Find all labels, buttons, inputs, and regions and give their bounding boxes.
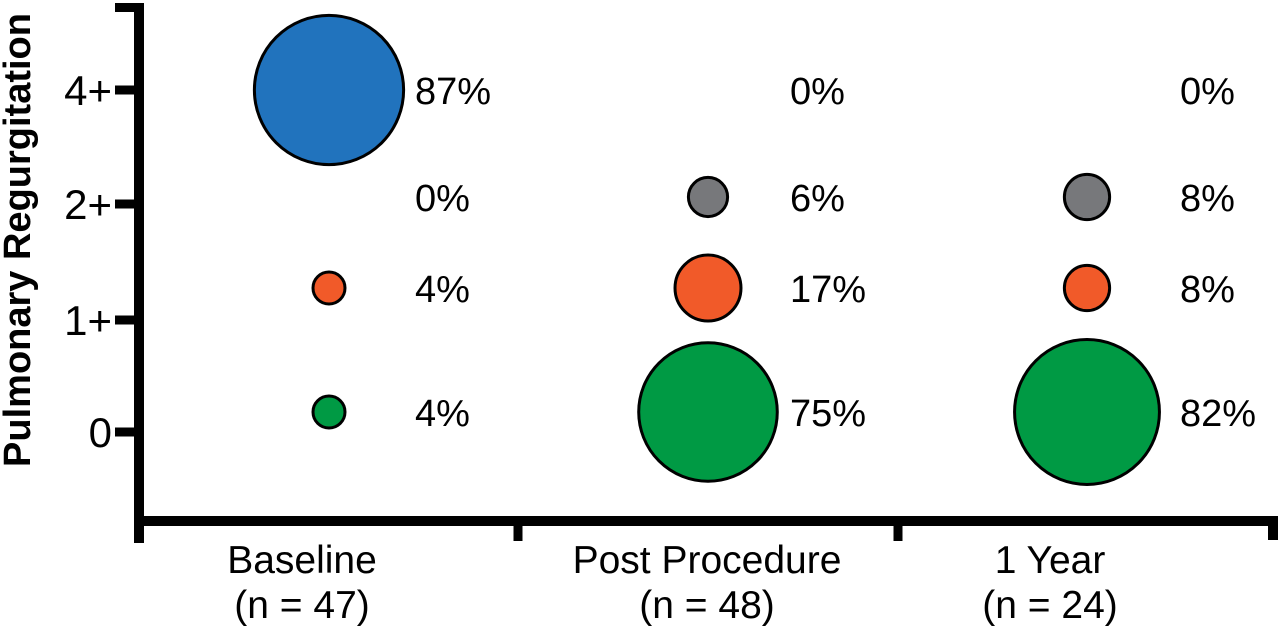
value-label-post-procedure-1-plus: 17% (790, 269, 866, 311)
value-label-baseline-2-plus: 0% (415, 178, 470, 220)
bubble-post-procedure-0 (637, 341, 779, 483)
group-n-label-post-procedure: (n = 48) (639, 584, 775, 627)
x-axis-divider-tick-1 (513, 526, 523, 541)
x-axis-line (134, 516, 1278, 526)
value-label-1-year-1-plus: 8% (1180, 269, 1235, 311)
bubble-baseline-0 (311, 394, 347, 430)
bubble-baseline-4-plus (252, 13, 406, 167)
x-axis-endcap-tick (1268, 526, 1278, 540)
bubble-1-year-2-plus (1062, 172, 1112, 222)
y-tick-label-2-plus: 2+ (64, 181, 112, 228)
x-axis-divider-tick-2 (893, 526, 903, 541)
y-axis-tick-1-plus (115, 315, 134, 325)
group-label-post-procedure: Post Procedure (573, 539, 842, 582)
y-axis-title: Pulmonary Regurgitation (0, 13, 39, 467)
bubble-baseline-1-plus (311, 270, 347, 306)
y-axis-tick-2-plus (115, 199, 134, 209)
value-label-1-year-2-plus: 8% (1180, 178, 1235, 220)
bubble-1-year-0 (1013, 338, 1161, 486)
y-axis-tick-4-plus (115, 85, 134, 95)
y-axis-tick-0 (115, 427, 134, 437)
group-n-label-baseline: (n = 47) (234, 584, 370, 627)
y-tick-label-0: 0 (89, 409, 112, 456)
bubble-post-procedure-2-plus (686, 175, 730, 219)
value-label-1-year-4-plus: 0% (1180, 71, 1235, 113)
bubble-post-procedure-1-plus (673, 253, 743, 323)
group-label-1-year: 1 Year (995, 539, 1106, 582)
value-label-baseline-4-plus: 87% (415, 71, 491, 113)
y-tick-label-1-plus: 1+ (64, 297, 112, 344)
bubble-1-year-1-plus (1062, 263, 1112, 313)
y-axis-endcap-tick (115, 3, 134, 12)
group-label-baseline: Baseline (227, 539, 377, 582)
value-label-post-procedure-2-plus: 6% (790, 178, 845, 220)
value-label-post-procedure-4-plus: 0% (790, 71, 845, 113)
y-axis-line (134, 3, 144, 543)
value-label-baseline-0: 4% (415, 393, 470, 435)
value-label-post-procedure-0: 75% (790, 393, 866, 435)
group-n-label-1-year: (n = 24) (982, 584, 1118, 627)
y-tick-label-4-plus: 4+ (64, 67, 112, 114)
value-label-baseline-1-plus: 4% (415, 269, 470, 311)
value-label-1-year-0: 82% (1180, 393, 1256, 435)
